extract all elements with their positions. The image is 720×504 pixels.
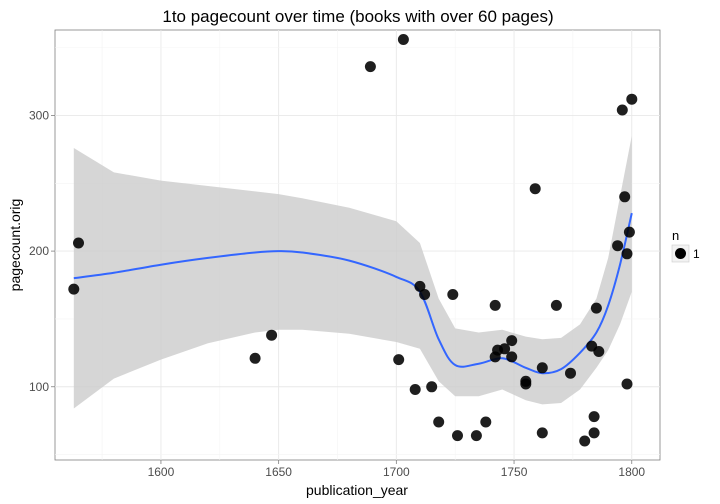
data-point — [419, 289, 431, 300]
x-tick-label: 1650 — [265, 465, 292, 479]
data-point — [621, 378, 633, 390]
data-point — [447, 289, 459, 300]
data-point — [590, 302, 602, 314]
data-point — [593, 346, 605, 357]
data-point — [393, 354, 405, 366]
x-tick-label: 1800 — [618, 465, 645, 479]
data-point — [433, 416, 445, 428]
data-point — [550, 299, 562, 311]
data-point — [397, 34, 409, 45]
data-point — [470, 430, 482, 442]
x-axis-ticks: 1600 1650 1700 1750 1800 — [148, 460, 645, 479]
data-point — [414, 280, 426, 292]
data-point — [588, 411, 600, 423]
data-point — [520, 378, 532, 390]
y-axis-ticks: 100 200 300 — [29, 108, 55, 394]
data-point — [489, 299, 501, 311]
data-point — [579, 435, 591, 447]
x-tick-label: 1600 — [148, 465, 175, 479]
data-point — [536, 362, 548, 374]
data-point — [266, 329, 278, 341]
data-point — [616, 104, 628, 116]
data-point — [619, 191, 631, 203]
x-tick-label: 1750 — [501, 465, 528, 479]
legend-point-icon — [675, 248, 686, 259]
legend-title: n — [672, 228, 679, 243]
y-tick-label: 300 — [29, 108, 49, 122]
data-point — [529, 183, 541, 195]
legend-label: 1 — [693, 247, 700, 261]
data-point — [565, 367, 576, 379]
confidence-ribbon — [73, 135, 632, 409]
data-point — [452, 430, 463, 442]
chart-title: 1to pagecount over time (books with over… — [162, 7, 553, 26]
data-point — [499, 343, 511, 355]
data-points — [68, 34, 638, 447]
data-point — [623, 226, 635, 238]
data-point — [364, 61, 376, 73]
data-point — [426, 381, 438, 393]
data-point — [588, 427, 600, 439]
data-point — [626, 93, 638, 105]
data-point — [68, 283, 80, 295]
x-axis-title: publication_year — [306, 482, 408, 498]
y-tick-label: 100 — [29, 380, 49, 394]
data-point — [612, 240, 624, 252]
x-tick-label: 1700 — [383, 465, 410, 479]
data-point — [73, 237, 84, 249]
data-point — [621, 248, 633, 260]
legend: n 1 — [671, 228, 700, 263]
data-point — [506, 335, 518, 347]
data-point — [249, 352, 261, 364]
data-point — [409, 384, 421, 395]
data-point — [536, 427, 548, 439]
y-tick-label: 200 — [29, 244, 49, 258]
data-point — [480, 416, 492, 428]
y-axis-title: pagecount.orig — [7, 199, 23, 292]
data-point — [506, 351, 518, 363]
